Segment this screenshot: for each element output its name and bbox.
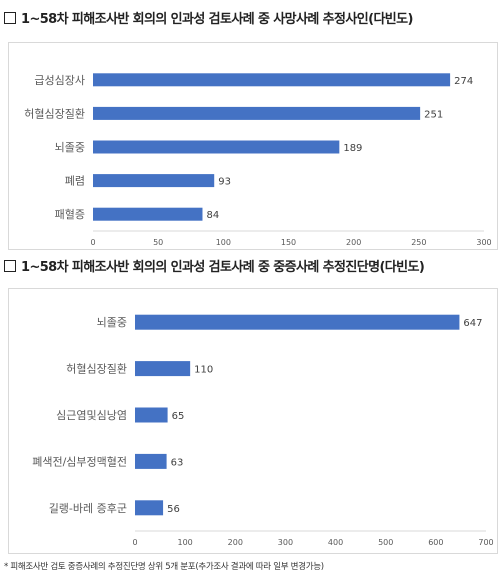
chart-1-x-tick-label: 50 [153,238,163,247]
chart-2-svg: 0 100 200 300 400 500 600 700 뇌졸중 647 허혈심장질환 110 심근염… [32,314,494,547]
chart-2-x-tick-label: 600 [428,538,443,547]
chart-2-bar [135,500,164,516]
chart-2-data-label: 56 [167,504,180,515]
chart-2-data-label: 63 [171,457,184,468]
chart-2-frame: 0 100 200 300 400 500 600 700 뇌졸중 647 허혈심장질환 110 심근염… [8,288,498,554]
checkbox-square-icon [4,12,16,24]
chart-1-bar [93,73,451,87]
chart-1-x-tick-label: 0 [90,238,95,247]
chart-2-data-label: 647 [463,318,482,329]
chart-2-category-label: 길랭-바레 증후군 [49,502,127,515]
chart-1-bar [93,174,215,188]
chart-2-category-label: 심근염및심낭염 [56,409,127,422]
chart-2-category-label: 폐색전/심부정맥혈전 [32,454,127,468]
chart-2-heading: 1~58차 피해조사반 회의의 인과성 검토사례 중 중증사례 추정진단명(다빈… [4,256,425,275]
chart-2-bar [135,453,167,469]
chart-1-category-label: 패혈증 [55,207,85,221]
chart-2-x-tick-label: 0 [132,538,137,547]
chart-1-data-label: 274 [454,76,473,87]
chart-1-bar [93,106,421,120]
chart-1-heading: 1~58차 피해조사반 회의의 인과성 검토사례 중 사망사례 추정사인(다빈도… [4,8,413,27]
chart-2-bar [135,314,460,330]
chart-1-data-label: 189 [343,143,362,154]
chart-1-frame: 0 50 100 150 200 250 300 급성심장사 274 허혈심장질환 251 뇌졸중 18… [8,42,498,250]
chart-1-x-tick-label: 250 [411,238,426,247]
chart-2-x-tick-label: 300 [278,538,293,547]
chart-1-category-label: 허혈심장질환 [24,106,85,120]
chart-2-data-label: 110 [194,365,213,376]
chart-2-x-tick-label: 200 [228,538,243,547]
chart-2-x-tick-label: 500 [378,538,393,547]
chart-1-category-label: 폐렴 [65,175,85,188]
chart-1-category-label: 뇌졸중 [55,141,85,154]
checkbox-square-icon [4,260,16,272]
chart-1-x-tick-label: 100 [216,238,231,247]
chart-1-data-label: 93 [218,177,231,188]
chart-2-category-label: 뇌졸중 [97,316,127,329]
chart-2-bar [135,407,168,423]
chart-1-data-label: 84 [206,210,219,221]
chart-1-x-tick-label: 200 [346,238,361,247]
chart-1-heading-text: 1~58차 피해조사반 회의의 인과성 검토사례 중 사망사례 추정사인(다빈도… [21,12,413,27]
chart-1-x-tick-label: 300 [476,238,491,247]
chart-1-bar [93,207,203,221]
chart-2-data-label: 65 [172,411,185,422]
chart-2-x-tick-label: 400 [328,538,343,547]
chart-2-bar [135,361,191,377]
chart-2-heading-text: 1~58차 피해조사반 회의의 인과성 검토사례 중 중증사례 추정진단명(다빈… [21,260,425,275]
chart-1-data-label: 251 [424,109,443,120]
chart-1-category-label: 급성심장사 [34,74,85,87]
footnote: * 피해조사반 검토 중증사례의 추정진단명 상위 5개 분포(추가조사 결과에… [4,562,324,572]
chart-2-x-tick-label: 700 [478,538,493,547]
chart-1-x-tick-label: 150 [281,238,296,247]
chart-1-bar [93,140,340,154]
chart-1-svg: 0 50 100 150 200 250 300 급성심장사 274 허혈심장질환 251 뇌졸중 18… [24,73,492,247]
chart-2-x-tick-label: 100 [178,538,193,547]
chart-2-category-label: 허혈심장질환 [66,362,127,376]
